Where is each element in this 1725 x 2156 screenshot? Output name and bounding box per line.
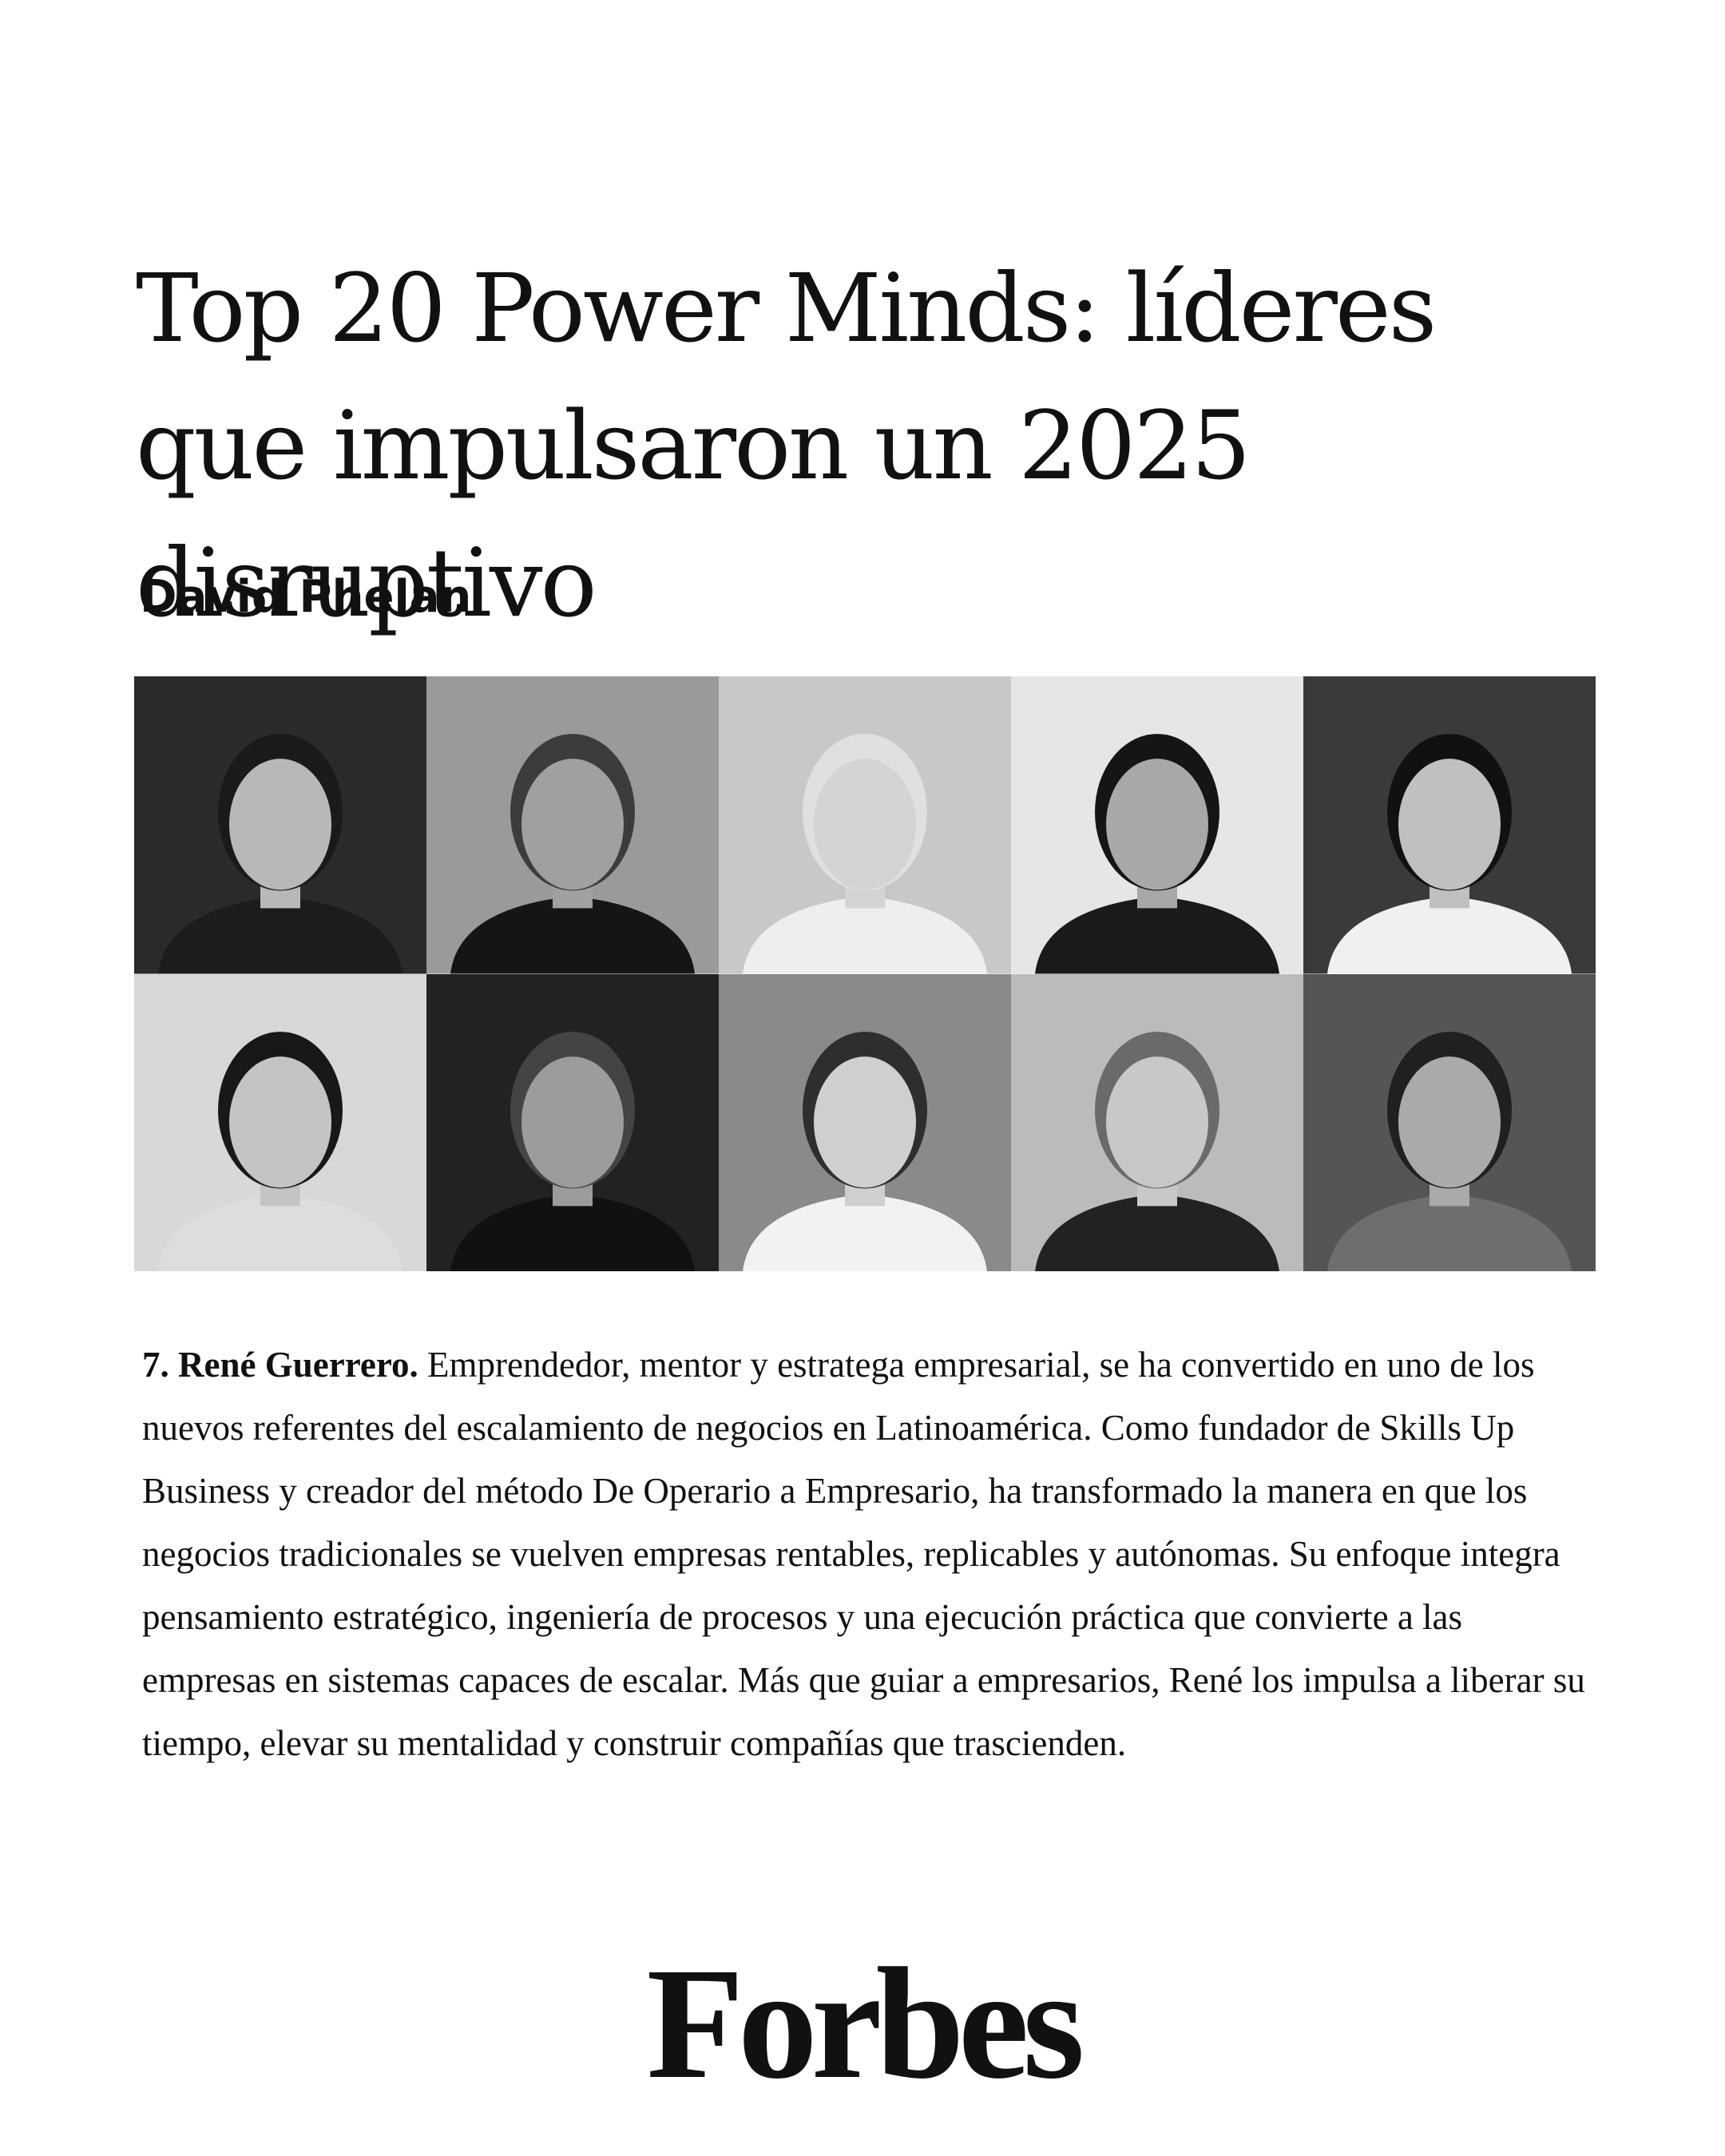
portrait-art	[426, 973, 719, 1271]
portrait	[719, 973, 1011, 1271]
portrait-art	[1303, 973, 1596, 1271]
portrait	[1011, 676, 1303, 974]
photo-grid	[134, 676, 1596, 1271]
portrait	[1011, 973, 1303, 1271]
portrait-art	[719, 973, 1011, 1271]
portrait	[1303, 973, 1596, 1271]
portrait	[1303, 676, 1596, 974]
portrait	[134, 676, 426, 974]
portrait-art	[719, 676, 1011, 974]
article-title: Top 20 Power Minds: líderes que impulsar…	[136, 253, 1437, 638]
portrait-art	[134, 676, 426, 974]
article-paragraph: 7. René Guerrero. Emprendedor, mentor y …	[142, 1334, 1604, 1775]
portrait	[134, 973, 426, 1271]
portrait	[719, 676, 1011, 974]
lead: 7. René Guerrero.	[142, 1345, 418, 1385]
author: David Phelan	[140, 571, 472, 623]
forbes-logo: Forbes	[646, 1936, 1085, 2112]
body-text: Emprendedor, mentor y estratega empresar…	[142, 1345, 1585, 1763]
portrait	[426, 676, 719, 974]
portrait	[426, 973, 719, 1271]
portrait-art	[1011, 676, 1303, 974]
portrait-art	[134, 973, 426, 1271]
portrait-art	[1011, 973, 1303, 1271]
portrait-art	[1303, 676, 1596, 974]
portrait-art	[426, 676, 719, 974]
